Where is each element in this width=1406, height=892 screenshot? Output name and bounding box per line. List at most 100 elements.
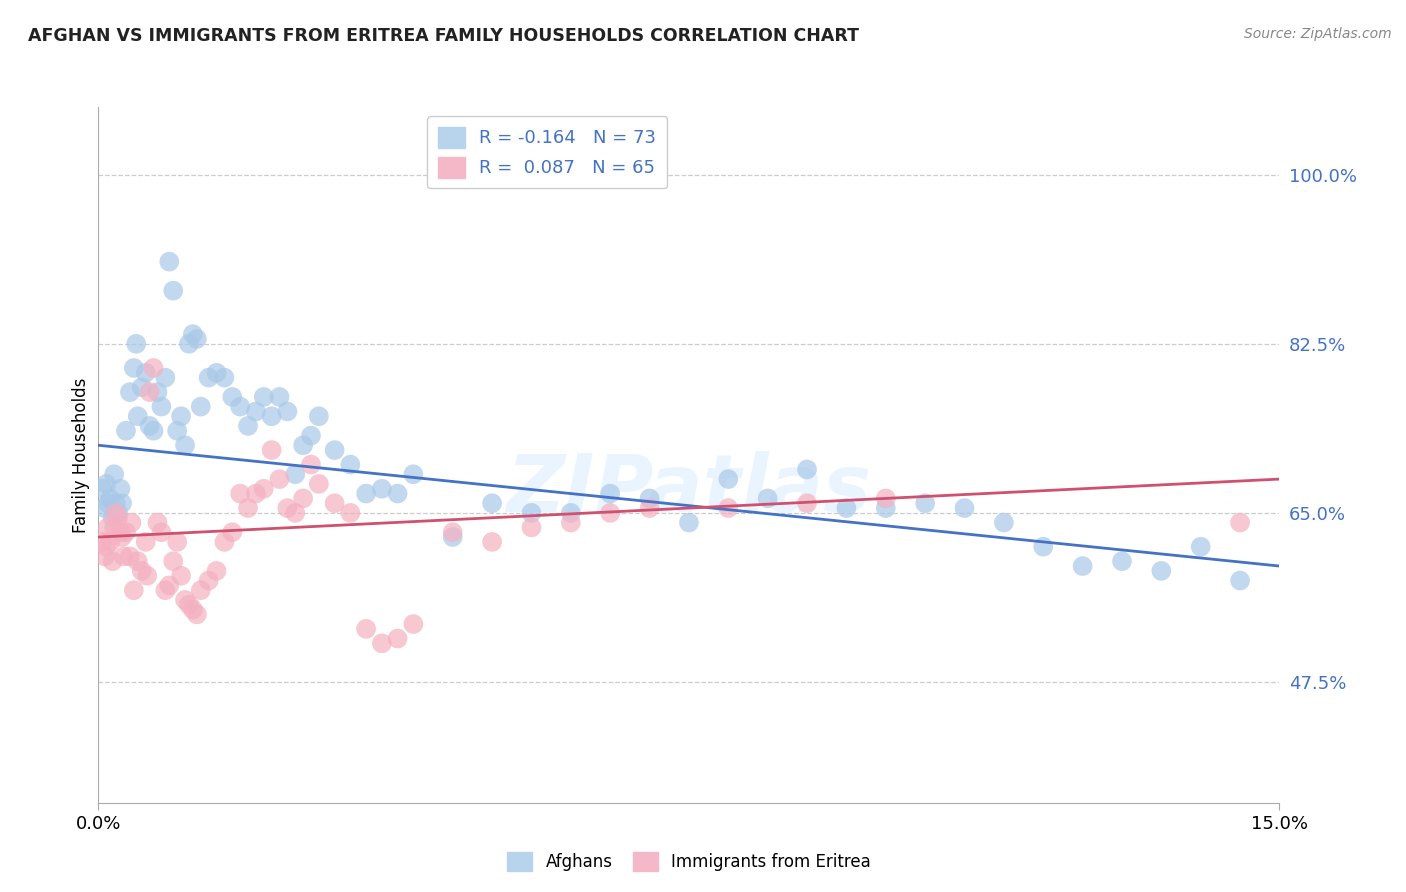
Point	[236, 501, 259, 516]
Point	[157, 254, 180, 268]
Point	[236, 419, 259, 434]
Point	[170, 409, 193, 424]
Point	[97, 520, 120, 534]
Point	[221, 390, 243, 404]
Point	[104, 496, 127, 510]
Point	[276, 404, 298, 418]
Point	[107, 506, 129, 520]
Point	[402, 617, 425, 632]
Point	[93, 549, 115, 564]
Point	[339, 506, 361, 520]
Point	[186, 607, 208, 622]
Point	[214, 370, 236, 384]
Point	[157, 578, 180, 592]
Point	[98, 491, 121, 506]
Point	[197, 370, 219, 384]
Point	[122, 583, 145, 598]
Point	[110, 525, 132, 540]
Point	[796, 496, 818, 510]
Point	[717, 501, 740, 516]
Point	[276, 501, 298, 516]
Point	[299, 458, 322, 472]
Point	[125, 336, 148, 351]
Point	[101, 554, 124, 568]
Point	[135, 366, 157, 380]
Point	[205, 564, 228, 578]
Point	[520, 520, 543, 534]
Point	[93, 501, 115, 516]
Point	[127, 409, 149, 424]
Point	[136, 568, 159, 582]
Point	[115, 525, 138, 540]
Point	[221, 525, 243, 540]
Point	[835, 501, 858, 516]
Point	[387, 632, 409, 646]
Point	[155, 370, 177, 384]
Y-axis label: Family Households: Family Households	[72, 377, 90, 533]
Point	[97, 496, 120, 510]
Point	[1111, 554, 1133, 568]
Point	[875, 501, 897, 516]
Point	[91, 535, 114, 549]
Point	[138, 385, 160, 400]
Point	[339, 458, 361, 472]
Point	[190, 583, 212, 598]
Point	[1189, 540, 1212, 554]
Point	[560, 506, 582, 520]
Point	[142, 361, 165, 376]
Point	[441, 525, 464, 540]
Point	[138, 419, 160, 434]
Point	[162, 554, 184, 568]
Point	[1229, 516, 1251, 530]
Point	[260, 409, 283, 424]
Point	[121, 516, 143, 530]
Point	[214, 535, 236, 549]
Legend: Afghans, Immigrants from Eritrea: Afghans, Immigrants from Eritrea	[501, 846, 877, 878]
Point	[155, 583, 177, 598]
Point	[96, 477, 118, 491]
Point	[323, 496, 346, 510]
Point	[197, 574, 219, 588]
Point	[98, 535, 121, 549]
Point	[292, 491, 315, 506]
Point	[756, 491, 779, 506]
Point	[146, 385, 169, 400]
Point	[177, 336, 200, 351]
Point	[269, 472, 291, 486]
Point	[181, 602, 204, 616]
Point	[96, 540, 118, 554]
Point	[190, 400, 212, 414]
Point	[638, 501, 661, 516]
Point	[181, 327, 204, 342]
Point	[131, 380, 153, 394]
Point	[253, 390, 276, 404]
Text: ZIPatlas: ZIPatlas	[506, 450, 872, 529]
Point	[205, 366, 228, 380]
Point	[131, 564, 153, 578]
Point	[245, 486, 267, 500]
Point	[101, 510, 124, 524]
Point	[91, 482, 114, 496]
Point	[354, 486, 377, 500]
Point	[284, 467, 307, 482]
Point	[269, 390, 291, 404]
Point	[371, 482, 394, 496]
Point	[229, 400, 252, 414]
Point	[441, 530, 464, 544]
Point	[560, 516, 582, 530]
Point	[186, 332, 208, 346]
Point	[166, 535, 188, 549]
Point	[308, 477, 330, 491]
Point	[308, 409, 330, 424]
Point	[162, 284, 184, 298]
Point	[323, 443, 346, 458]
Point	[118, 385, 141, 400]
Point	[111, 496, 134, 510]
Point	[402, 467, 425, 482]
Point	[914, 496, 936, 510]
Point	[112, 549, 135, 564]
Point	[118, 549, 141, 564]
Point	[104, 506, 127, 520]
Point	[678, 516, 700, 530]
Point	[127, 554, 149, 568]
